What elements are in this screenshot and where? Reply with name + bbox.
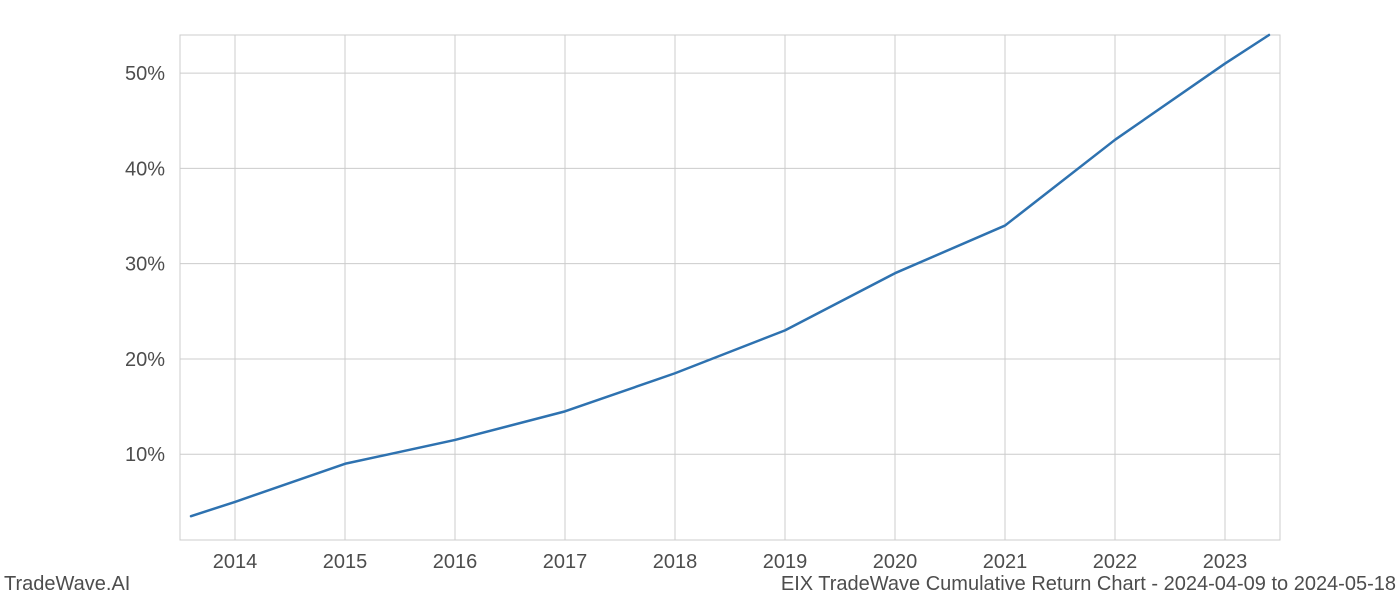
y-tick-label: 20% <box>125 349 165 371</box>
x-tick-label: 2019 <box>763 551 808 573</box>
y-tick-label: 10% <box>125 444 165 466</box>
x-tick-label: 2016 <box>433 551 478 573</box>
y-tick-label: 50% <box>125 63 165 85</box>
x-tick-label: 2021 <box>983 551 1028 573</box>
footer-left-label: TradeWave.AI <box>4 573 130 596</box>
line-chart: 2014 2015 2016 2017 2018 2019 2020 2021 2022 2023… <box>0 0 1400 600</box>
y-tick-label: 30% <box>125 254 165 276</box>
footer-right-label: EIX TradeWave Cumulative Return Chart - … <box>781 573 1396 596</box>
x-tick-label: 2015 <box>323 551 368 573</box>
x-tick-label: 2018 <box>653 551 698 573</box>
x-tick-label: 2023 <box>1203 551 1248 573</box>
x-tick-label: 2022 <box>1093 551 1138 573</box>
x-tick-label: 2020 <box>873 551 918 573</box>
x-tick-label: 2014 <box>213 551 258 573</box>
y-tick-label: 40% <box>125 158 165 180</box>
chart-container: 2014 2015 2016 2017 2018 2019 2020 2021 2022 2023… <box>0 0 1400 600</box>
x-tick-label: 2017 <box>543 551 588 573</box>
